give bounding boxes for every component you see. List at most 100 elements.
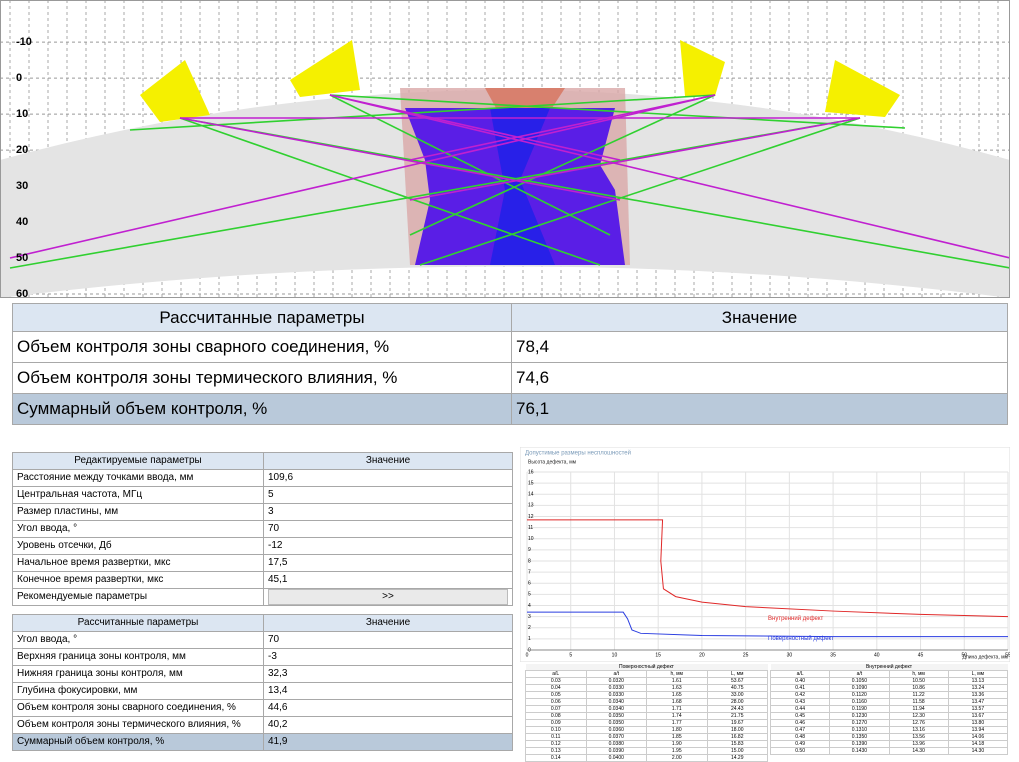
cell: Угол ввода, °	[12, 520, 264, 538]
y-tick-label: 2	[528, 625, 531, 631]
cell: 10.50	[888, 677, 949, 685]
header-cell: a/L	[525, 670, 587, 678]
legend-label: Поверхностный дефект	[768, 635, 834, 642]
cell: 0.1310	[829, 726, 890, 734]
row: 0.46 0.1270 12.76 13.80	[769, 719, 1009, 727]
recommend-button[interactable]: >>	[268, 589, 508, 605]
row: 0.12 0.0380 1.90 15.83	[525, 740, 768, 748]
cell: 0.1430	[829, 747, 890, 755]
row: Угол ввода, ° 70	[12, 631, 513, 649]
cell: 21.75	[706, 712, 768, 720]
x-tick-label: 45	[918, 652, 924, 658]
y-tick-label: 16	[528, 469, 534, 475]
y-tick-label: 10	[528, 536, 534, 542]
cell: 5	[263, 486, 513, 504]
cell: 0.44	[769, 705, 831, 713]
cell: 0.1270	[829, 719, 890, 727]
cell: 1.71	[646, 705, 708, 713]
y-tick-label: 13	[528, 503, 534, 509]
header-cell: Значение	[511, 303, 1008, 332]
cell: 0.13	[525, 747, 587, 755]
header-row: a/L a/t h, мм L, мм	[525, 670, 768, 678]
header-cell: h, мм	[888, 670, 949, 678]
row: Уровень отсечки, Дб -12	[12, 537, 513, 555]
row: 0.50 0.1430 14.30 14.30	[769, 747, 1009, 755]
y-tick-label: 15	[528, 480, 534, 486]
row: Центральная частота, МГц 5	[12, 486, 513, 504]
cell: 13.13	[947, 677, 1009, 685]
beams-magenta	[9, 94, 1010, 259]
cell: 0.08	[525, 712, 587, 720]
cell: 11.58	[888, 698, 949, 706]
cell: 32,3	[263, 665, 513, 683]
cell: 19.67	[706, 719, 768, 727]
cell: 1.95	[646, 747, 708, 755]
cell: 0.09	[525, 719, 587, 727]
cell: 0.1230	[829, 712, 890, 720]
row: 0.04 0.0330 1.63 40.75	[525, 684, 768, 692]
row: Начальное время развертки, мкс 17,5	[12, 554, 513, 572]
editable-table: Редактируемые параметры Значение Расстояни…	[12, 452, 513, 606]
cell: 1.65	[646, 691, 708, 699]
row: Суммарный объем контроля, % 41,9	[12, 733, 513, 751]
chart-title: Допустимые размеры несплошностей	[525, 450, 631, 457]
cell: 0.1350	[829, 733, 890, 741]
cell: 16.82	[706, 733, 768, 741]
cell: 0.1390	[829, 740, 890, 748]
y-tick-label: 12	[528, 514, 534, 520]
cell: 15.00	[706, 747, 768, 755]
cell: 14.06	[947, 733, 1009, 741]
cell: Размер пластины, мм	[12, 503, 264, 521]
y-tick-label: 20	[16, 144, 28, 156]
cell: 0.47	[769, 726, 831, 734]
row: Конечное время развертки, мкс 45,1	[12, 571, 513, 589]
row: 0.45 0.1230 12.30 13.67	[769, 712, 1009, 720]
cell: Расстояние между точками ввода, мм	[12, 469, 264, 487]
cell: 40,2	[263, 716, 513, 734]
cell: 15.83	[706, 740, 768, 748]
row: 0.47 0.1310 13.16 13.94	[769, 726, 1009, 734]
row: 0.49 0.1390 13.96 14.18	[769, 740, 1009, 748]
cell: 13.67	[947, 712, 1009, 720]
cell: 0.0330	[585, 691, 647, 699]
cell: -3	[263, 648, 513, 666]
cell: 0.0320	[585, 677, 647, 685]
cell: 0.0330	[585, 684, 647, 692]
cell: 0.0380	[585, 740, 647, 748]
cell: 0.12	[525, 740, 587, 748]
cell: 13.94	[947, 726, 1009, 734]
y-tick-label: -10	[16, 36, 32, 48]
y-tick-label: 30	[16, 180, 28, 192]
cell: 0.11	[525, 733, 587, 741]
cell: 0.0400	[585, 754, 647, 762]
y-tick-label: 8	[528, 558, 531, 564]
cell: 0.41	[769, 684, 831, 692]
scan-view: -10 0 10 20 30 40 50 60	[0, 0, 1010, 298]
x-tick-label: 10	[612, 652, 618, 658]
row: Объем контроля зоны сварного соединения,…	[12, 699, 513, 717]
x-tick-label: 50	[961, 652, 967, 658]
cell: 1.68	[646, 698, 708, 706]
title-row: Поверхностный дефект	[525, 664, 768, 671]
header-cell: a/L	[769, 670, 831, 678]
cell: Объем контроля зоны термического влияния…	[12, 362, 512, 394]
cell: 45,1	[263, 571, 513, 589]
cell: 0.04	[525, 684, 587, 692]
cell: 0.48	[769, 733, 831, 741]
cell: 12.76	[888, 719, 949, 727]
cell: 0.1160	[829, 698, 890, 706]
x-axis-label: Длина дефекта, мм	[962, 654, 1008, 660]
cell: 13.56	[888, 733, 949, 741]
calculated-table: Рассчитанные параметры Значение Угол ввода…	[12, 614, 513, 751]
header-row: Редактируемые параметры Значение	[12, 452, 513, 470]
weld-cap	[485, 88, 565, 108]
result-table: Рассчитанные параметры Значение Объем конт…	[12, 303, 1008, 425]
cell: Уровень отсечки, Дб	[12, 537, 264, 555]
title-row: Внутренний дефект	[770, 664, 1008, 671]
header-cell: Рассчитанные параметры	[12, 614, 264, 632]
header-row: a/L a/t h, мм L, мм	[769, 670, 1009, 678]
x-tick-label: 15	[655, 652, 661, 658]
cell: 0.0340	[585, 698, 647, 706]
cell: 70	[263, 520, 513, 538]
cell: 11.94	[888, 705, 949, 713]
